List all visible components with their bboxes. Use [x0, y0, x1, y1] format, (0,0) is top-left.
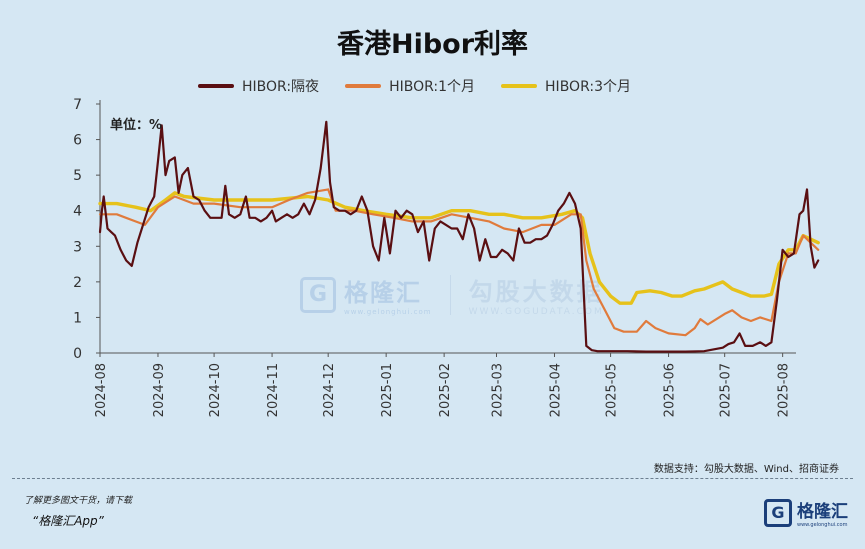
x-tick-label: 2024-11 — [266, 363, 281, 417]
footer-app-name: “格隆汇App” — [32, 514, 104, 528]
footer-logo: G 格隆汇 www.gelonghui.com — [764, 497, 848, 528]
x-tick-label: 2025-02 — [438, 363, 453, 417]
x-tick-label: 2024-08 — [94, 363, 109, 417]
y-tick-label: 2 — [73, 275, 82, 291]
legend-label-overnight: HIBOR:隔夜 — [242, 79, 320, 95]
watermark: G 格隆汇 www.gelonghui.com 勾股大数据 WWW.GOGUDA… — [300, 272, 604, 317]
chart-legend: HIBOR:隔夜 HIBOR:1个月 HIBOR:3个月 — [198, 74, 657, 98]
legend-item-overnight: HIBOR:隔夜 — [198, 76, 319, 96]
x-tick-label: 2024-12 — [322, 363, 337, 417]
x-tick-label: 2024-10 — [208, 363, 223, 417]
footer-logo-url: www.gelonghui.com — [797, 522, 848, 528]
watermark-logo-icon: G — [300, 276, 336, 313]
legend-label-1m: HIBOR:1个月 — [389, 79, 476, 95]
x-tick-label: 2025-07 — [719, 363, 734, 417]
legend-swatch-1m — [345, 84, 382, 88]
watermark-brand-url: www.gelonghui.com — [344, 308, 432, 316]
x-tick-label: 2025-05 — [605, 363, 620, 417]
footer-download-text: 了解更多图文干货，请下载 — [24, 496, 133, 506]
watermark-brand: 格隆汇 — [344, 279, 422, 307]
watermark-divider — [449, 274, 451, 315]
legend-swatch-3m — [501, 84, 538, 88]
legend-swatch-overnight — [198, 84, 234, 88]
series-line-3m — [98, 191, 820, 305]
x-tick-label: 2024-09 — [152, 363, 167, 417]
watermark-partner-url: WWW.GOGUDATA.COM — [468, 307, 604, 317]
legend-label-3m: HIBOR:3个月 — [545, 79, 631, 95]
legend-item-3m: HIBOR:3个月 — [501, 76, 631, 96]
legend-item-1m: HIBOR:1个月 — [345, 76, 475, 96]
x-tick-label: 2025-08 — [777, 363, 792, 417]
x-tick-label: 2025-01 — [380, 363, 395, 417]
source-note: 数据支持：勾股大数据、Wind、招商证券 — [653, 464, 839, 475]
series-line-1m — [98, 188, 820, 337]
chart-title: 香港Hibor利率 — [336, 29, 529, 60]
x-tick-label: 2025-04 — [548, 363, 563, 417]
y-tick-label: 3 — [73, 239, 82, 255]
footer-divider — [12, 478, 853, 479]
footer-logo-icon: G — [764, 498, 792, 527]
y-tick-label: 6 — [73, 133, 82, 149]
y-tick-label: 1 — [73, 310, 82, 326]
x-tick-label: 2025-06 — [663, 363, 678, 417]
y-tick-label: 0 — [73, 346, 82, 362]
y-tick-label: 7 — [73, 97, 82, 113]
footer-logo-text: 格隆汇 — [797, 502, 848, 522]
watermark-partner: 勾股大数据 — [468, 278, 604, 306]
y-tick-label: 5 — [73, 168, 82, 184]
x-tick-label: 2025-03 — [490, 363, 505, 417]
unit-label: 单位：% — [110, 118, 163, 133]
y-tick-label: 4 — [73, 204, 82, 220]
series-line-overnight — [98, 120, 820, 353]
